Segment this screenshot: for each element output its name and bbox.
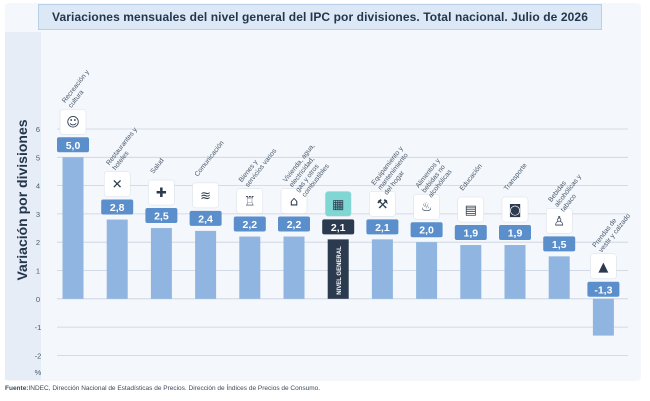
bar [416, 242, 438, 299]
value-badge [233, 216, 266, 232]
value-label: 2,1 [375, 222, 390, 234]
theater-masks-icon-glyph: ☺ [66, 115, 80, 130]
car-icon-glyph: ◙ [509, 203, 522, 218]
food-plate-icon-glyph: ♨ [421, 200, 433, 215]
bar [460, 245, 482, 299]
category-label: Comunicación [194, 140, 226, 178]
y-tick-label: 0 [36, 295, 40, 304]
y-tick-label: 1 [36, 267, 40, 276]
bar [283, 236, 305, 299]
category-label: Transporte [503, 162, 529, 192]
house-bolt-icon [280, 188, 308, 214]
value-badge [499, 225, 531, 241]
tools-icon-glyph: ⚒ [377, 197, 389, 212]
theater-masks-icon [59, 109, 87, 135]
y-tick-label: 3 [36, 210, 40, 219]
chart-title-box: Variaciones mensuales del nivel general … [38, 4, 602, 30]
value-badge [543, 236, 576, 252]
value-label: 2,2 [242, 219, 257, 231]
category-label: Bebidasalcohólicas ytabaco [547, 168, 589, 213]
y-tick-label: -1 [35, 323, 42, 332]
value-label: 1,9 [508, 228, 523, 240]
fork-knife-icon [103, 171, 131, 197]
cosmetics-icon [236, 188, 264, 214]
health-cross-icon [148, 179, 175, 206]
y-tick-label: -2 [35, 351, 42, 360]
category-label: Restaurantes yhoteles [105, 126, 145, 172]
category-label: Salud [149, 157, 165, 175]
bar [150, 228, 172, 299]
value-badge [322, 219, 355, 235]
category-label: Prendas devestir y calzado [591, 208, 632, 254]
bar [327, 239, 349, 299]
tshirt-icon [590, 253, 617, 280]
health-cross-icon-glyph: ✚ [156, 186, 167, 201]
value-badge [587, 281, 620, 297]
bottle-glass-icon [545, 208, 573, 234]
value-label: 2,1 [331, 222, 346, 234]
bar [592, 298, 614, 336]
bar [239, 236, 261, 299]
value-badge [145, 208, 178, 224]
bar [504, 245, 526, 299]
shopping-basket-icon-glyph: ▦ [332, 197, 344, 212]
value-label: 2,4 [198, 213, 213, 225]
value-badge [189, 210, 222, 226]
value-badge [278, 216, 310, 232]
source-text: INDEC, Dirección Nacional de Estadística… [28, 385, 321, 392]
cosmetics-icon-glyph: ♖ [244, 195, 256, 210]
wifi-icon [192, 182, 219, 209]
book-icon [457, 196, 485, 223]
y-tick-label: 4 [36, 182, 40, 191]
y-axis-strip [5, 32, 41, 380]
value-label: 5,0 [66, 140, 81, 152]
house-bolt-icon-glyph: ⌂ [290, 195, 298, 210]
value-badge [101, 199, 134, 215]
highlight-bar-label: NIVEL GENERAL [337, 246, 343, 295]
bar [548, 256, 570, 299]
category-label: Recreación ycultura [61, 68, 98, 109]
book-icon-glyph: ▤ [465, 203, 477, 218]
shopping-basket-icon [324, 191, 352, 217]
category-label: Bienes yservicios varios [238, 142, 279, 188]
wifi-icon-glyph: ≋ [200, 189, 211, 204]
car-icon [501, 196, 529, 223]
food-plate-icon [413, 193, 440, 220]
tools-icon [369, 191, 396, 217]
value-label: 1,9 [463, 228, 478, 240]
value-badge [454, 225, 487, 241]
y-tick-label: 6 [36, 125, 40, 134]
category-label: Equipamiento ymantenimientodel hogar [370, 145, 417, 197]
y-tick-label: 2 [36, 238, 40, 247]
chart-title: Variaciones mensuales del nivel general … [52, 10, 588, 24]
value-badge [366, 219, 399, 235]
value-badge [410, 222, 443, 238]
bar [62, 157, 84, 299]
y-tick-label: 5 [36, 153, 40, 162]
fork-knife-icon-glyph: ✕ [112, 178, 123, 193]
bar [106, 219, 128, 299]
bottle-glass-icon-glyph: ♙ [553, 214, 565, 229]
value-badge [57, 137, 89, 153]
category-label: Educación [459, 163, 484, 192]
bar [371, 239, 393, 299]
value-label: 1,5 [552, 239, 567, 251]
value-label: -1,3 [594, 284, 612, 296]
y-unit-label: % [35, 368, 42, 377]
value-label: 2,5 [154, 211, 169, 223]
bar [195, 230, 217, 299]
value-label: 2,8 [110, 202, 125, 214]
source-note: Fuente:INDEC, Dirección Nacional de Esta… [5, 385, 320, 392]
tshirt-icon-glyph: ▲ [598, 260, 608, 275]
category-label: Alimentos ybebidas noalcohólicas [415, 157, 455, 199]
value-label: 2,0 [419, 225, 434, 237]
value-label: 2,2 [287, 219, 302, 231]
source-label: Fuente: [5, 385, 29, 392]
